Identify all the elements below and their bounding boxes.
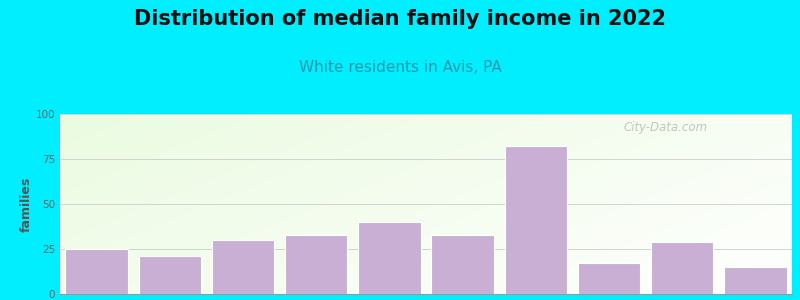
- Text: White residents in Avis, PA: White residents in Avis, PA: [298, 60, 502, 75]
- Bar: [358, 222, 421, 294]
- Bar: [651, 242, 714, 294]
- Bar: [724, 267, 786, 294]
- Bar: [431, 235, 494, 294]
- Y-axis label: families: families: [20, 176, 33, 232]
- Bar: [505, 146, 567, 294]
- Bar: [66, 249, 128, 294]
- Text: City-Data.com: City-Data.com: [624, 121, 708, 134]
- Bar: [138, 256, 201, 294]
- Bar: [285, 235, 347, 294]
- Bar: [212, 240, 274, 294]
- Bar: [578, 263, 640, 294]
- Text: Distribution of median family income in 2022: Distribution of median family income in …: [134, 9, 666, 29]
